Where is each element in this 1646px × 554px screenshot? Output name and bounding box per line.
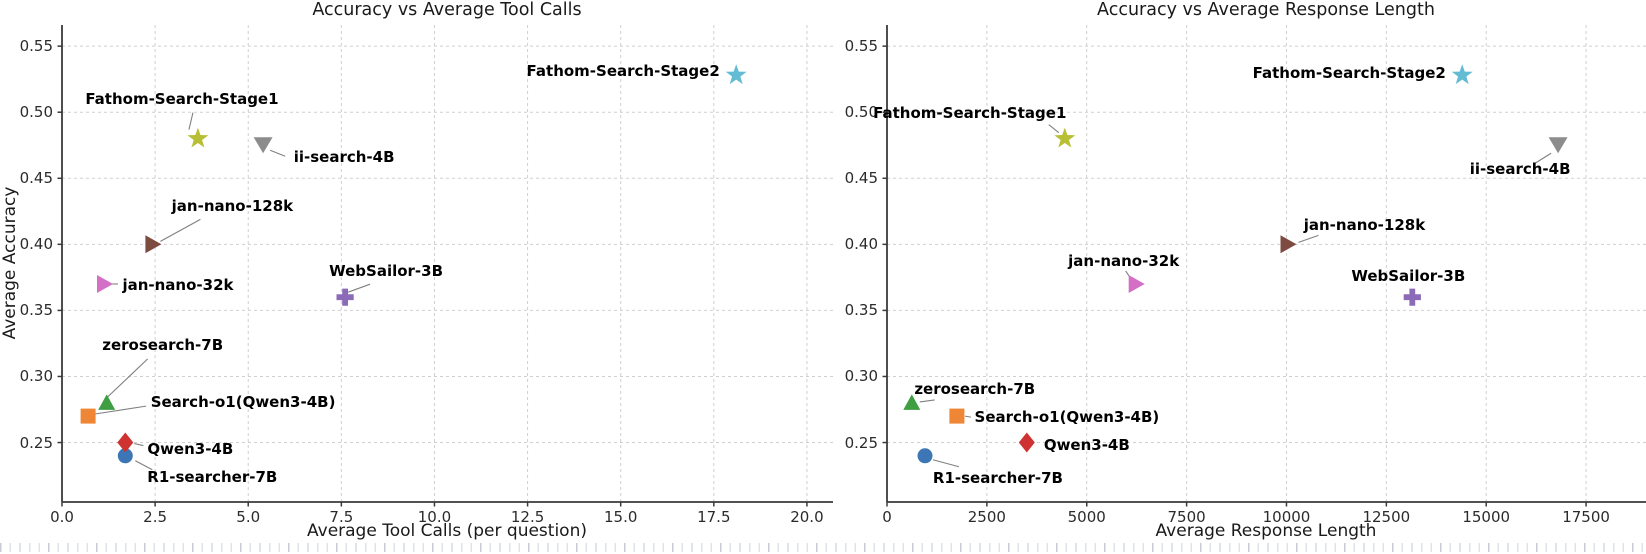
annotation-jan-nano-32k: jan-nano-32k [1068,251,1180,270]
y-tick-label: 0.50 [19,103,53,122]
x-tick-label: 7500 [1167,508,1206,526]
annotation-zerosearch-7b: zerosearch-7B [102,335,224,354]
right-plot [882,25,1646,507]
x-tick-label: 0 [882,508,892,526]
x-tick-label: 15000 [1462,508,1511,526]
y-tick-label: 0.45 [19,169,53,188]
x-tick-label: 12.5 [510,508,545,526]
marker-fathom-search-stage2 [1451,64,1473,85]
x-tick-label: 5000 [1067,508,1106,526]
x-tick-label: 12500 [1362,508,1411,526]
marker-zerosearch-7b [903,394,921,410]
y-tick-label: 0.55 [844,37,878,56]
marker-fathom-search-stage2 [725,64,747,85]
annotation-jan-nano-32k: jan-nano-32k [122,275,234,294]
annotation-fathom-search-stage1: Fathom-Search-Stage1 [85,89,279,108]
left-chart-title: Accuracy vs Average Tool Calls [312,0,582,20]
marker-search-o1-qwen3-4b [949,408,965,424]
annotation-r1-searcher-7b: R1-searcher-7B [147,467,278,486]
marker-fathom-search-stage1 [1054,127,1076,148]
annotation-jan-nano-128k: jan-nano-128k [1303,216,1426,235]
annotation-fathom-search-stage2: Fathom-Search-Stage2 [526,62,720,81]
x-tick-label: 17.5 [697,508,731,526]
x-tick-label: 17500 [1562,508,1610,526]
annotation-qwen3-4b: Qwen3-4B [1043,435,1130,454]
x-tick-label: 2500 [967,508,1006,526]
annotation-search-o1-qwen3-4b: Search-o1(Qwen3-4B) [974,408,1160,427]
annotation-qwen3-4b: Qwen3-4B [147,439,234,458]
marker-r1-searcher-7b [917,448,933,464]
left-y-axis-label: Average Accuracy [0,186,20,340]
y-tick-label: 0.25 [19,433,53,452]
x-tick-label: 5.0 [236,508,261,526]
y-tick-label: 0.35 [844,301,878,320]
annotation-r1-searcher-7b: R1-searcher-7B [932,468,1063,487]
y-tick-label: 0.35 [19,301,53,320]
left-plot [57,25,833,507]
marker-ii-search-4b [1548,137,1568,154]
annotation-websailor-3b: WebSailor-3B [329,262,444,281]
marker-ii-search-4b [253,137,273,154]
annotation-search-o1-qwen3-4b: Search-o1(Qwen3-4B) [150,393,336,412]
y-tick-label: 0.55 [19,37,53,56]
marker-websailor-3b [1403,288,1421,306]
x-tick-label: 10000 [1262,508,1311,526]
y-tick-label: 0.45 [844,169,878,188]
annotation-zerosearch-7b: zerosearch-7B [914,379,1036,398]
annotation-ii-search-4b: ii-search-4B [293,148,395,167]
annotation-jan-nano-128k: jan-nano-128k [171,197,294,216]
marker-zerosearch-7b [98,394,116,410]
marker-jan-nano-128k [145,235,162,254]
annotation-websailor-3b: WebSailor-3B [1351,267,1466,286]
x-tick-label: 0.0 [50,508,74,526]
y-tick-label: 0.30 [19,367,53,386]
x-tick-label: 7.5 [329,508,354,526]
annotation-fathom-search-stage1: Fathom-Search-Stage1 [873,103,1067,122]
annotation-ii-search-4b: ii-search-4B [1469,160,1571,179]
x-tick-label: 15.0 [603,508,638,526]
marker-jan-nano-128k [1280,235,1297,254]
marker-jan-nano-32k [1128,275,1145,293]
y-tick-label: 0.40 [844,235,878,254]
right-x-axis-label: Average Response Length [1155,521,1377,541]
marker-fathom-search-stage1 [187,127,209,148]
y-tick-label: 0.25 [844,433,878,452]
y-tick-label: 0.50 [844,103,878,122]
y-tick-label: 0.40 [19,235,53,254]
marker-search-o1-qwen3-4b [80,408,96,424]
annotation-fathom-search-stage2: Fathom-Search-Stage2 [1252,64,1446,83]
marker-jan-nano-32k [97,275,113,293]
marker-websailor-3b [336,288,354,306]
y-tick-label: 0.30 [844,367,878,386]
marker-qwen3-4b [1018,432,1035,453]
x-tick-label: 10.0 [417,508,452,526]
x-tick-label: 2.5 [143,508,168,526]
bottom-ruler-ticks [0,543,1646,552]
right-chart-title: Accuracy vs Average Response Length [1097,0,1435,20]
x-tick-label: 20.0 [790,508,824,526]
marker-r1-searcher-7b [117,448,133,464]
marker-qwen3-4b [117,432,134,453]
left-x-axis-label: Average Tool Calls (per question) [307,521,587,541]
